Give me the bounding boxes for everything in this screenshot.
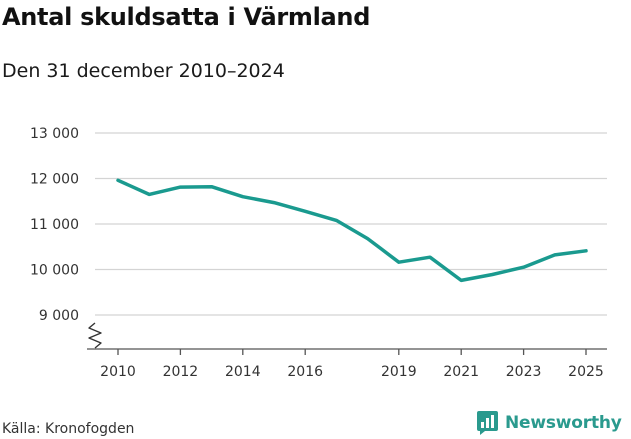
- data-point: [553, 253, 556, 256]
- series-line: [116, 178, 588, 283]
- axis-break-zigzag: [88, 322, 102, 349]
- data-point: [179, 186, 182, 189]
- x-tick-label: 2021: [443, 364, 479, 380]
- x-tick-label: 2025: [568, 364, 604, 380]
- x-tick-label: 2010: [100, 364, 136, 380]
- data-point: [304, 210, 307, 213]
- chart-subtitle: Den 31 december 2010–2024: [2, 60, 285, 82]
- data-point: [117, 179, 120, 182]
- data-point: [148, 193, 151, 196]
- data-point: [585, 249, 588, 252]
- data-point: [397, 261, 400, 264]
- x-tick-label: 2023: [506, 364, 542, 380]
- y-tick-label: 9 000: [39, 308, 79, 324]
- x-tick-label: 2014: [225, 364, 261, 380]
- x-tick-label: 2016: [287, 364, 323, 380]
- data-point: [273, 201, 276, 204]
- series-layer: [116, 178, 588, 283]
- y-axis-ticks: 9 000 10 000 11 000 12 000 13 000: [30, 126, 79, 324]
- data-point: [241, 195, 244, 198]
- x-tick-label: 2019: [381, 364, 417, 380]
- gridlines: [95, 132, 607, 316]
- y-tick-label: 13 000: [30, 126, 79, 142]
- data-point: [491, 273, 494, 276]
- x-tick-label: 2012: [163, 364, 199, 380]
- y-tick-label: 12 000: [30, 172, 79, 188]
- newsworthy-logo-icon: [477, 411, 498, 435]
- data-point: [460, 279, 463, 282]
- data-point: [335, 219, 338, 222]
- brand-name: Newsworthy: [505, 413, 622, 433]
- source-note: Källa: Kronofogden: [2, 421, 135, 437]
- axis-break-icon: [88, 322, 102, 349]
- data-point: [366, 237, 369, 240]
- data-point: [429, 256, 432, 259]
- y-tick-label: 11 000: [30, 217, 79, 233]
- data-point: [522, 266, 525, 269]
- chart-title: Antal skuldsatta i Värmland: [2, 3, 371, 31]
- brand: Newsworthy: [476, 409, 622, 437]
- x-axis-ticks: 2010 2012 2014 2016 2019 2021 2023 2025: [100, 349, 604, 380]
- data-point: [210, 185, 213, 188]
- y-tick-label: 10 000: [30, 263, 79, 279]
